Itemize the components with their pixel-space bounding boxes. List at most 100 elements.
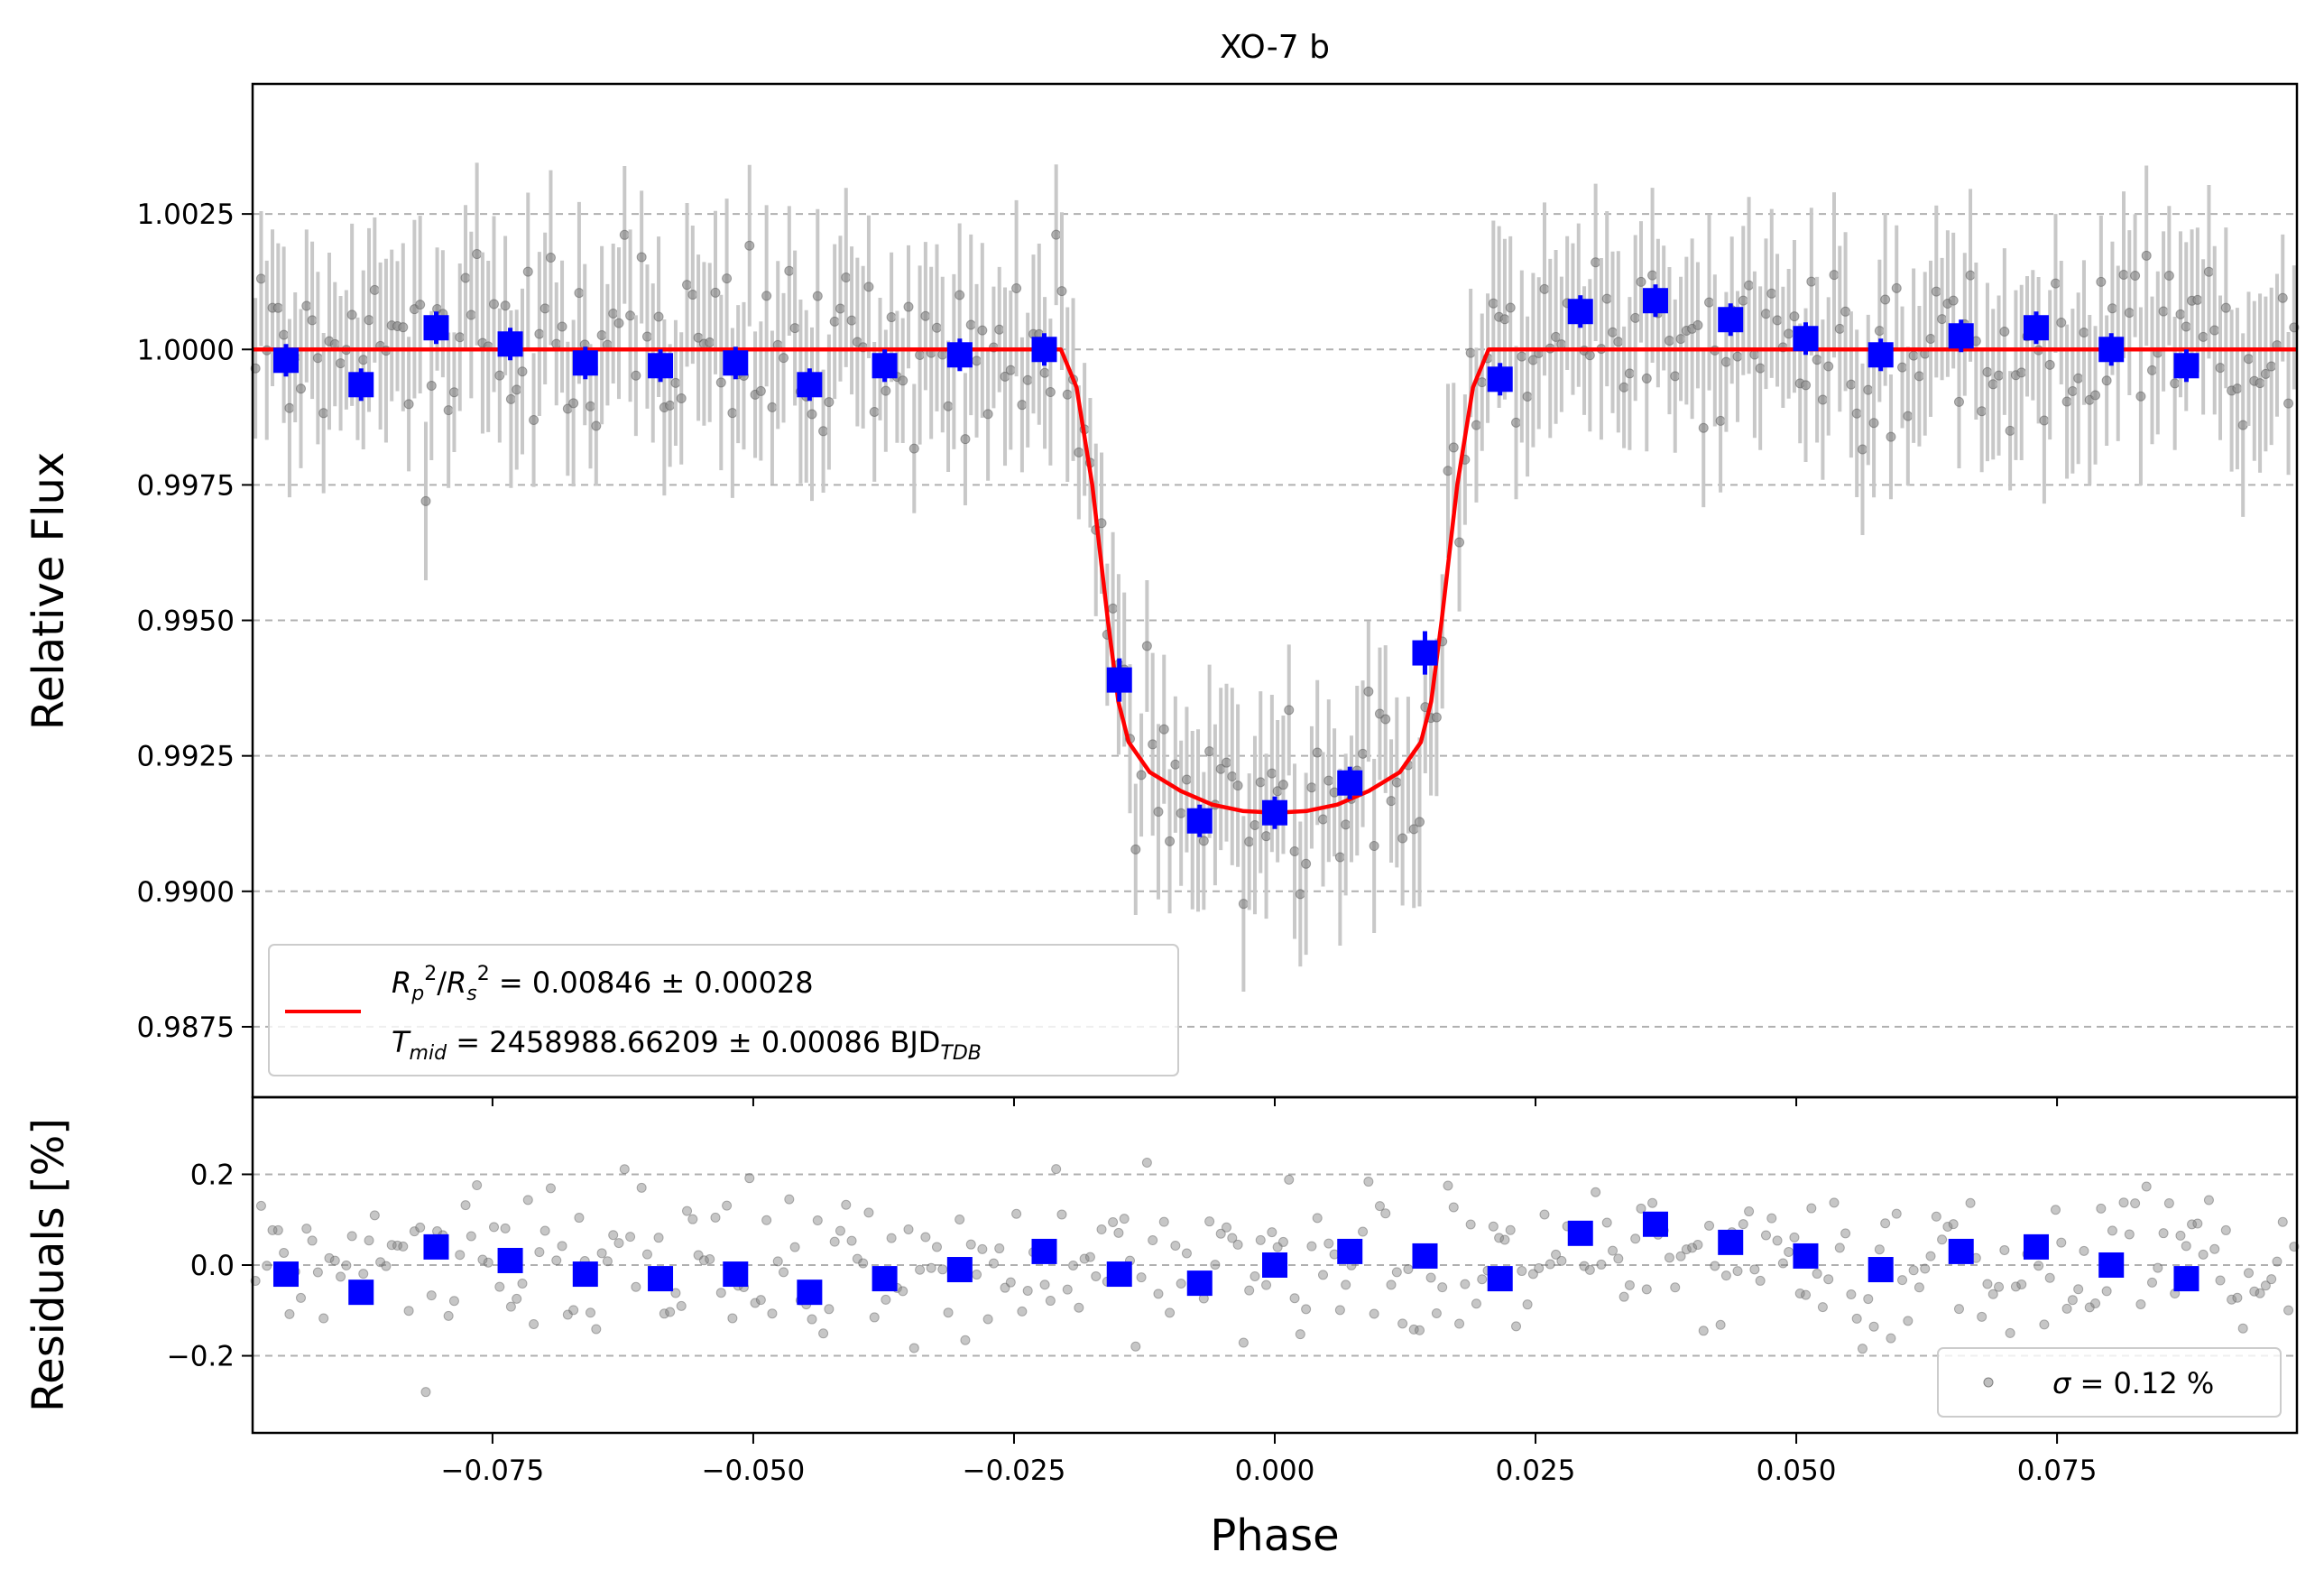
raw-point	[398, 322, 409, 333]
raw-point	[625, 310, 636, 321]
residual-point	[881, 1294, 891, 1305]
residual-point	[2163, 1198, 2174, 1209]
residual-point	[2061, 1303, 2072, 1314]
residual-point	[455, 1250, 466, 1261]
raw-point	[2158, 306, 2169, 317]
residual-point	[1710, 1261, 1720, 1271]
binned-point	[872, 353, 898, 379]
x-tick-label: 0.050	[1757, 1455, 1837, 1487]
binned-point	[1186, 808, 1213, 834]
x-tick-label: −0.050	[702, 1455, 806, 1487]
legend-tmid-symbol: T	[392, 1025, 411, 1059]
raw-point	[1977, 406, 1987, 417]
binned-point	[1262, 799, 1287, 826]
residual-point	[2005, 1327, 2015, 1338]
raw-point	[755, 385, 766, 396]
raw-point	[1295, 889, 1305, 900]
binned-point	[423, 315, 449, 341]
residual-point	[2198, 1249, 2209, 1260]
raw-point	[1312, 747, 1323, 758]
raw-point	[1636, 276, 1646, 287]
residual-point	[1675, 1251, 1686, 1261]
raw-point	[710, 287, 721, 298]
binned-point	[1718, 307, 1744, 333]
residual-point	[602, 1256, 613, 1267]
raw-point	[1720, 356, 1731, 367]
raw-point	[1386, 796, 1397, 807]
residual-point	[1181, 1248, 1192, 1259]
residual-point	[255, 1200, 266, 1211]
raw-point	[2232, 383, 2243, 394]
raw-point	[505, 393, 516, 404]
residual-point	[1596, 1259, 1607, 1270]
raw-point	[676, 393, 687, 403]
residual-point	[727, 1313, 738, 1324]
residual-point	[1772, 1235, 1783, 1246]
residual-point	[1334, 1305, 1345, 1316]
raw-point	[1704, 297, 1715, 308]
binned-point	[1868, 342, 1894, 368]
residual-binned-point	[1642, 1211, 1668, 1237]
raw-point	[886, 312, 897, 323]
raw-point	[1953, 396, 1964, 407]
raw-point	[448, 387, 459, 398]
raw-point	[512, 384, 522, 395]
raw-point	[789, 323, 800, 334]
residual-point	[1624, 1280, 1635, 1290]
residual-point	[1886, 1333, 1896, 1344]
residual-point	[2135, 1299, 2146, 1310]
x-tick-label: −0.025	[963, 1455, 1066, 1487]
raw-point	[1056, 286, 1067, 297]
residual-binned-point	[946, 1257, 973, 1283]
residual-point	[369, 1210, 380, 1221]
residual-point	[1443, 1180, 1453, 1191]
raw-point	[1306, 782, 1317, 793]
residual-point	[863, 1207, 874, 1218]
residual-point	[1295, 1329, 1305, 1340]
raw-point	[682, 280, 693, 291]
residual-point	[898, 1286, 908, 1297]
residual-point	[540, 1225, 550, 1236]
residual-point	[1641, 1284, 1652, 1295]
residual-point	[1096, 1224, 1107, 1235]
raw-point	[279, 329, 290, 340]
raw-point	[272, 302, 283, 313]
residual-point	[1613, 1253, 1624, 1264]
raw-point	[284, 402, 295, 413]
raw-point	[863, 282, 874, 292]
residual-point	[824, 1304, 835, 1315]
residual-point	[1584, 1264, 1595, 1275]
raw-point	[1675, 334, 1686, 345]
raw-point	[2124, 308, 2135, 319]
residual-point	[784, 1194, 795, 1205]
residual-point	[1425, 1272, 1436, 1283]
raw-point	[1250, 819, 1260, 830]
raw-point	[1987, 379, 1998, 390]
residual-point	[272, 1224, 283, 1235]
residual-point	[1437, 1282, 1448, 1293]
residual-point	[1062, 1284, 1073, 1295]
x-tick-label: 0.075	[2017, 1455, 2098, 1487]
raw-point	[1624, 368, 1635, 379]
residual-point	[1801, 1289, 1812, 1300]
raw-point	[1817, 394, 1828, 405]
raw-point	[705, 337, 715, 348]
residual-point	[1534, 1262, 1545, 1273]
raw-point	[2175, 309, 2186, 319]
raw-point	[1204, 746, 1215, 757]
raw-point	[1153, 807, 1164, 818]
residual-point	[557, 1241, 567, 1252]
raw-point	[551, 338, 562, 349]
raw-point	[1829, 270, 1840, 281]
raw-point	[1267, 768, 1277, 779]
raw-point	[2237, 420, 2248, 430]
residual-point	[2283, 1305, 2294, 1316]
binned-point	[497, 331, 523, 357]
residual-point	[1755, 1275, 1766, 1286]
residual-point	[1488, 1221, 1499, 1232]
raw-point	[653, 311, 664, 322]
raw-point	[586, 401, 596, 411]
raw-point	[2061, 396, 2072, 407]
raw-point	[1641, 373, 1652, 383]
residual-point	[1948, 1219, 1959, 1230]
